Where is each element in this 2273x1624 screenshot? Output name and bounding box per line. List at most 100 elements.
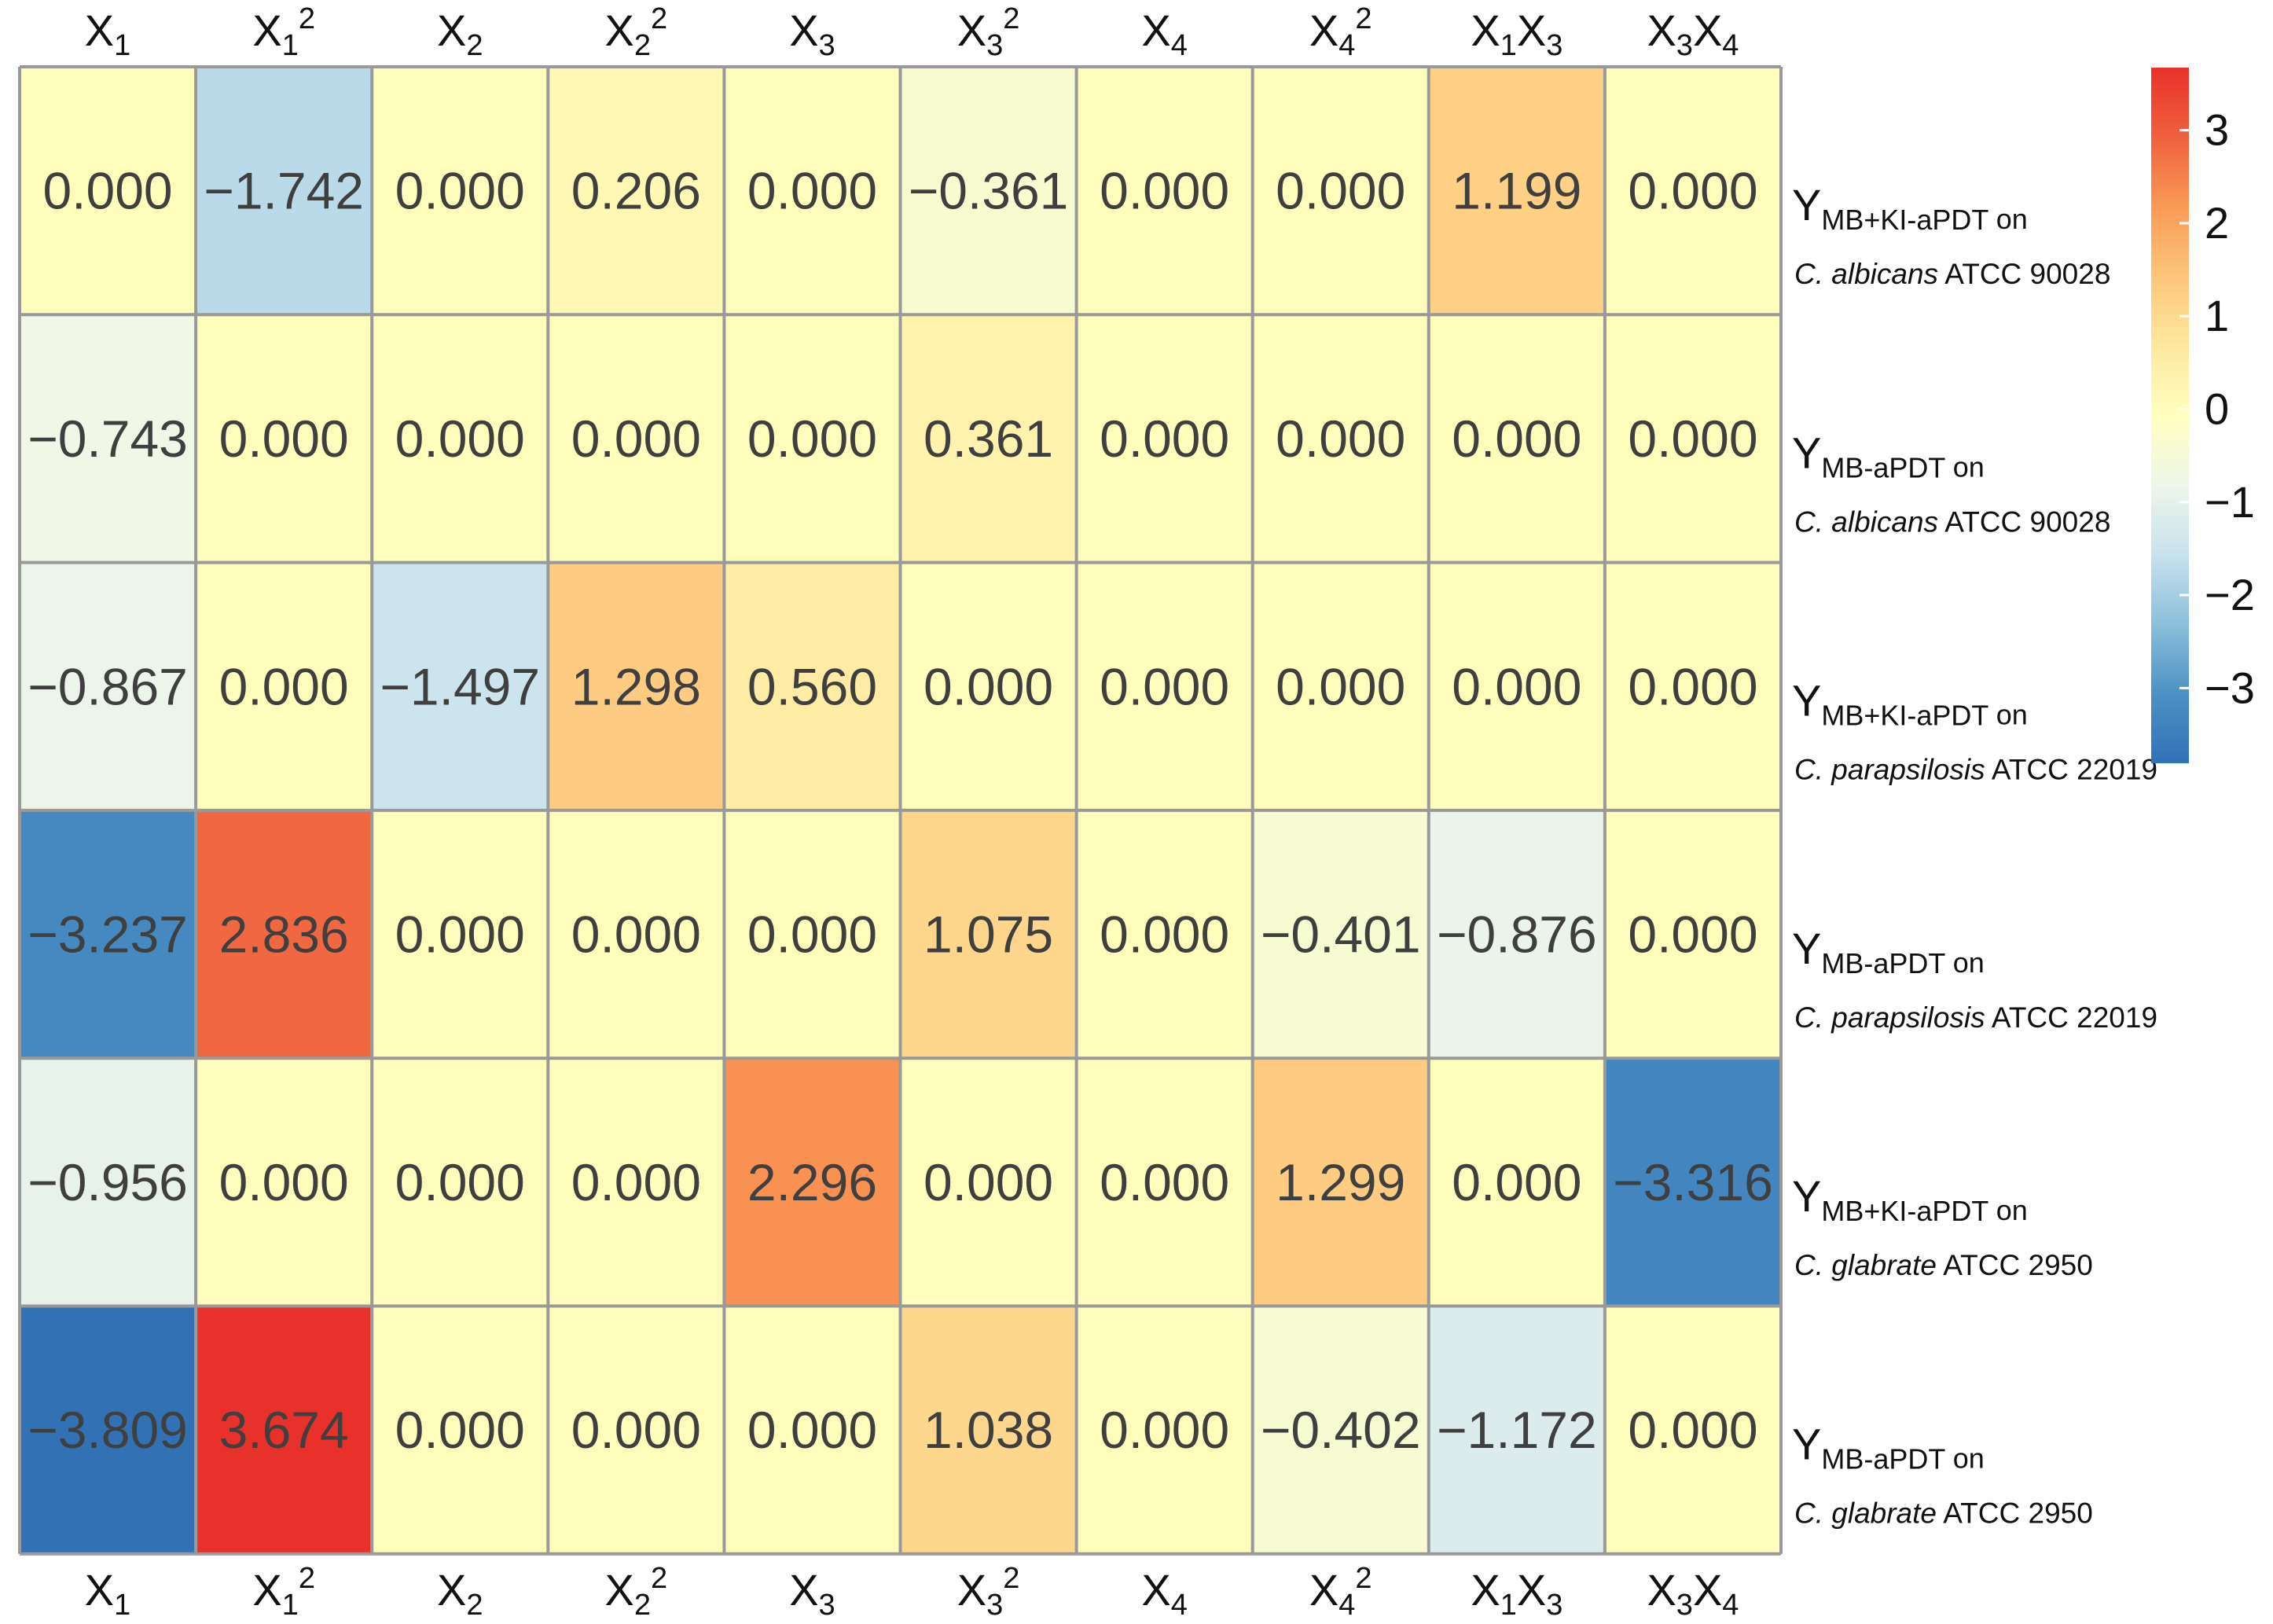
heatmap-cell <box>196 562 373 810</box>
row-label-response: YMB-aPDT on <box>1792 924 1985 979</box>
row-label-organism: C. parapsilosis ATCC 22019 <box>1794 1001 2157 1034</box>
heatmap-cell <box>1428 1058 1605 1306</box>
heatmap-cell <box>372 810 549 1059</box>
colorbar-tick-label: 0 <box>2205 384 2229 434</box>
column-label: X4 <box>1141 1565 1188 1622</box>
cell-value-label: −1.742 <box>204 162 364 220</box>
column-label: X22 <box>605 1562 668 1622</box>
heatmap-cell <box>724 810 901 1059</box>
cell-value-label: 1.075 <box>924 906 1053 964</box>
heatmap-cell <box>1252 1058 1429 1306</box>
cell-value-label: 0.000 <box>1452 657 1581 715</box>
cell-value-label: 1.199 <box>1452 162 1581 220</box>
heatmap-cell <box>724 1306 901 1554</box>
heatmap-cell <box>900 314 1077 563</box>
cell-value-label: 0.361 <box>924 410 1053 468</box>
heatmap-cell <box>372 1306 549 1554</box>
column-label: X1 <box>85 6 131 62</box>
heatmap-cell <box>196 810 373 1059</box>
colorbar-tick-label: 3 <box>2205 105 2229 155</box>
cell-value-label: 0.000 <box>747 410 877 468</box>
heatmap-cell <box>372 314 549 563</box>
cell-value-label: 0.000 <box>1100 1401 1229 1459</box>
column-label: X42 <box>1309 2 1372 62</box>
heatmap-cell <box>1076 314 1253 563</box>
column-labels-bottom: X1 X12 X2 X22 X3 X32 X4 X42 X1X3 X3X4 <box>85 1562 1739 1622</box>
heatmap-cell <box>20 1058 196 1306</box>
cell-value-label: −0.956 <box>28 1153 188 1211</box>
cell-value-label: 0.000 <box>571 1401 701 1459</box>
colorbar-ticks: 3 2 1 0 −1 −2 −3 <box>2179 105 2255 712</box>
row-label-response: YMB-aPDT on <box>1792 1420 1985 1475</box>
row-labels: YMB+KI-aPDT on C. albicans ATCC 90028 YMB-… <box>1792 180 2157 1530</box>
cell-value-label: 0.000 <box>1100 1153 1229 1211</box>
heatmap-cell <box>548 810 725 1059</box>
column-label: X3 <box>789 6 835 62</box>
heatmap-cell <box>724 562 901 810</box>
cell-value-label: 0.560 <box>747 657 877 715</box>
heatmap-cell <box>1428 67 1605 315</box>
cell-value-label: 1.299 <box>1276 1153 1405 1211</box>
row-label-response: YMB-aPDT on <box>1792 428 1985 483</box>
heatmap-cell <box>724 314 901 563</box>
heatmap-cell <box>1076 1058 1253 1306</box>
cell-value-label: 0.000 <box>747 162 877 220</box>
column-labels-top: X1 X12 X2 X22 X3 X32 X4 X42 X1X3 X3X4 <box>85 2 1739 62</box>
heatmap-cell <box>20 67 196 315</box>
cell-value-label: 0.000 <box>395 410 525 468</box>
column-label: X3X4 <box>1647 1565 1739 1622</box>
row-label-organism: C. parapsilosis ATCC 22019 <box>1794 754 2157 786</box>
cell-value-label: 0.000 <box>1100 657 1229 715</box>
cell-value-label: 0.000 <box>1276 162 1405 220</box>
cell-value-label: −3.809 <box>28 1401 188 1459</box>
cell-value-label: 0.000 <box>395 1153 525 1211</box>
cell-value-label: −0.876 <box>1437 906 1597 964</box>
heatmap-cell <box>900 1058 1077 1306</box>
cell-value-label: 0.000 <box>747 906 877 964</box>
heatmap-cell <box>548 314 725 563</box>
heatmap-cell <box>1604 1306 1781 1554</box>
cell-value-label: 0.000 <box>924 1153 1053 1211</box>
colorbar-tick-label: −3 <box>2205 663 2255 712</box>
cell-value-label: 1.038 <box>924 1401 1053 1459</box>
heatmap-cell <box>724 67 901 315</box>
heatmap-cell <box>1252 810 1429 1059</box>
cell-value-labels: 0.000 −1.742 0.000 0.206 0.000 −0.361 0.000 0.0… <box>28 162 1773 1460</box>
cell-value-label: 0.000 <box>1628 410 1757 468</box>
column-label: X22 <box>605 2 668 62</box>
row-label-response: YMB+KI-aPDT on <box>1792 676 2028 732</box>
cell-value-label: 2.296 <box>747 1153 877 1211</box>
heatmap-cell <box>1428 314 1605 563</box>
cell-value-label: −1.497 <box>380 657 540 715</box>
row-label-organism: C. glabrate ATCC 2950 <box>1794 1249 2093 1281</box>
column-label: X2 <box>437 1565 483 1622</box>
cell-value-label: 0.000 <box>1100 906 1229 964</box>
cell-value-label: 0.000 <box>571 1153 701 1211</box>
column-label: X1X3 <box>1471 6 1562 62</box>
heatmap-cell <box>372 67 549 315</box>
heatmap-cell <box>1604 562 1781 810</box>
cell-value-label: −3.237 <box>28 906 188 964</box>
heatmap-cell <box>1428 810 1605 1059</box>
column-label: X1X3 <box>1471 1565 1562 1622</box>
row-label-response: YMB+KI-aPDT on <box>1792 1171 2028 1227</box>
cell-value-label: −3.316 <box>1613 1153 1773 1211</box>
colorbar-tick-label: 2 <box>2205 198 2229 248</box>
heatmap-cell <box>1604 810 1781 1059</box>
heatmap-cell <box>1252 1306 1429 1554</box>
colorbar-gradient <box>2151 68 2189 763</box>
heatmap-cell <box>196 314 373 563</box>
heatmap-grid <box>18 65 1783 1556</box>
heatmap-cell <box>20 562 196 810</box>
cell-value-label: 0.000 <box>924 657 1053 715</box>
column-label: X3X4 <box>1647 6 1739 62</box>
colorbar-tick-label: 1 <box>2205 291 2229 340</box>
heatmap-cell <box>20 1306 196 1554</box>
cell-value-label: 1.298 <box>571 657 701 715</box>
cell-value-label: 0.000 <box>219 1153 349 1211</box>
cell-value-label: 0.000 <box>1100 162 1229 220</box>
column-label: X2 <box>437 6 483 62</box>
heatmap-cell <box>1076 810 1253 1059</box>
cell-value-label: −0.867 <box>28 657 188 715</box>
